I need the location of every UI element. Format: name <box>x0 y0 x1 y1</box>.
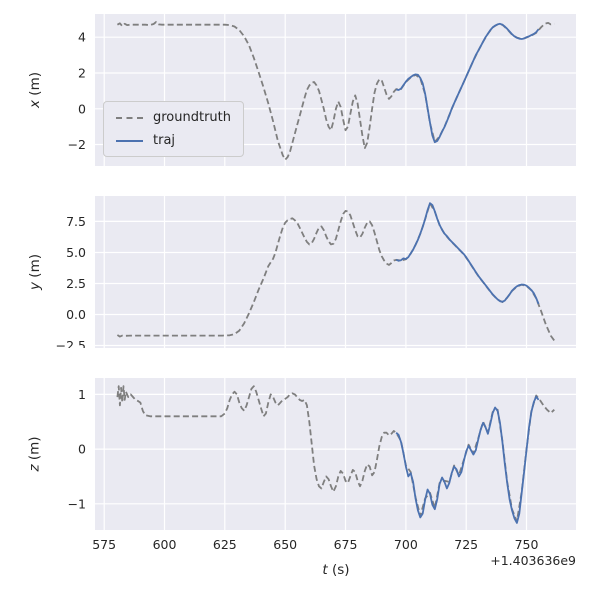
y-tick-label: 4 <box>78 30 86 45</box>
groundtruth-line <box>116 21 555 161</box>
xlabel: t (s) <box>322 562 349 578</box>
plot-area-y: −2.5 0.0 2.5 5.0 7.5 <box>56 196 576 348</box>
traj-line <box>395 395 540 524</box>
groundtruth-line <box>116 385 555 523</box>
y-tick-label: −2 <box>68 137 86 152</box>
x-axis-tick-labels: 575 600 625 650 675 700 725 750 <box>0 537 600 553</box>
legend-label-groundtruth: groundtruth <box>153 110 232 125</box>
subplot-y: −2.5 0.0 2.5 5.0 7.5 y (m) <box>0 196 600 348</box>
y-tick-label: 2.5 <box>66 276 86 291</box>
x-tick-label: 675 <box>333 537 358 552</box>
y-tick-label: −1 <box>68 496 86 511</box>
y-tick-label: 0 <box>78 442 86 457</box>
plot-background <box>95 378 576 530</box>
plot-area-z: −1 0 1 <box>68 378 576 530</box>
axis-offset-text: +1.403636e9 <box>490 553 576 568</box>
x-tick-label: 625 <box>212 537 237 552</box>
traj-line <box>396 22 540 144</box>
y-tick-label: 1 <box>78 387 86 402</box>
x-tick-label: 575 <box>92 537 117 552</box>
legend-label-traj: traj <box>153 133 176 148</box>
y-tick-label: 5.0 <box>66 245 86 260</box>
groundtruth-line-sample <box>116 116 143 119</box>
subplot-x: −2 0 2 4 x (m) groundtruth traj <box>0 14 600 166</box>
y-tick-label: 0.0 <box>66 307 86 322</box>
x-tick-label: 600 <box>152 537 177 552</box>
subplot-z: −1 0 1 z (m) <box>0 378 600 530</box>
legend-item-groundtruth: groundtruth <box>116 110 231 125</box>
y-tick-label: 2 <box>78 66 86 81</box>
x-tick-label: 750 <box>514 537 539 552</box>
y-tick-label: −2.5 <box>56 338 86 348</box>
x-tick-label: 700 <box>393 537 418 552</box>
x-tick-label: 650 <box>273 537 298 552</box>
xlabel-var: t <box>322 562 328 578</box>
legend-item-traj: traj <box>116 133 231 148</box>
plot-background <box>95 196 576 348</box>
legend: groundtruth traj <box>103 101 245 157</box>
traj-line <box>395 202 540 305</box>
traj-line-sample <box>116 139 143 142</box>
xlabel-unit: (s) <box>327 562 350 578</box>
x-tick-label: 725 <box>454 537 479 552</box>
y-tick-label: 0 <box>78 101 86 116</box>
plot-area-x: −2 0 2 4 <box>68 14 576 166</box>
y-tick-label: 7.5 <box>66 214 86 229</box>
